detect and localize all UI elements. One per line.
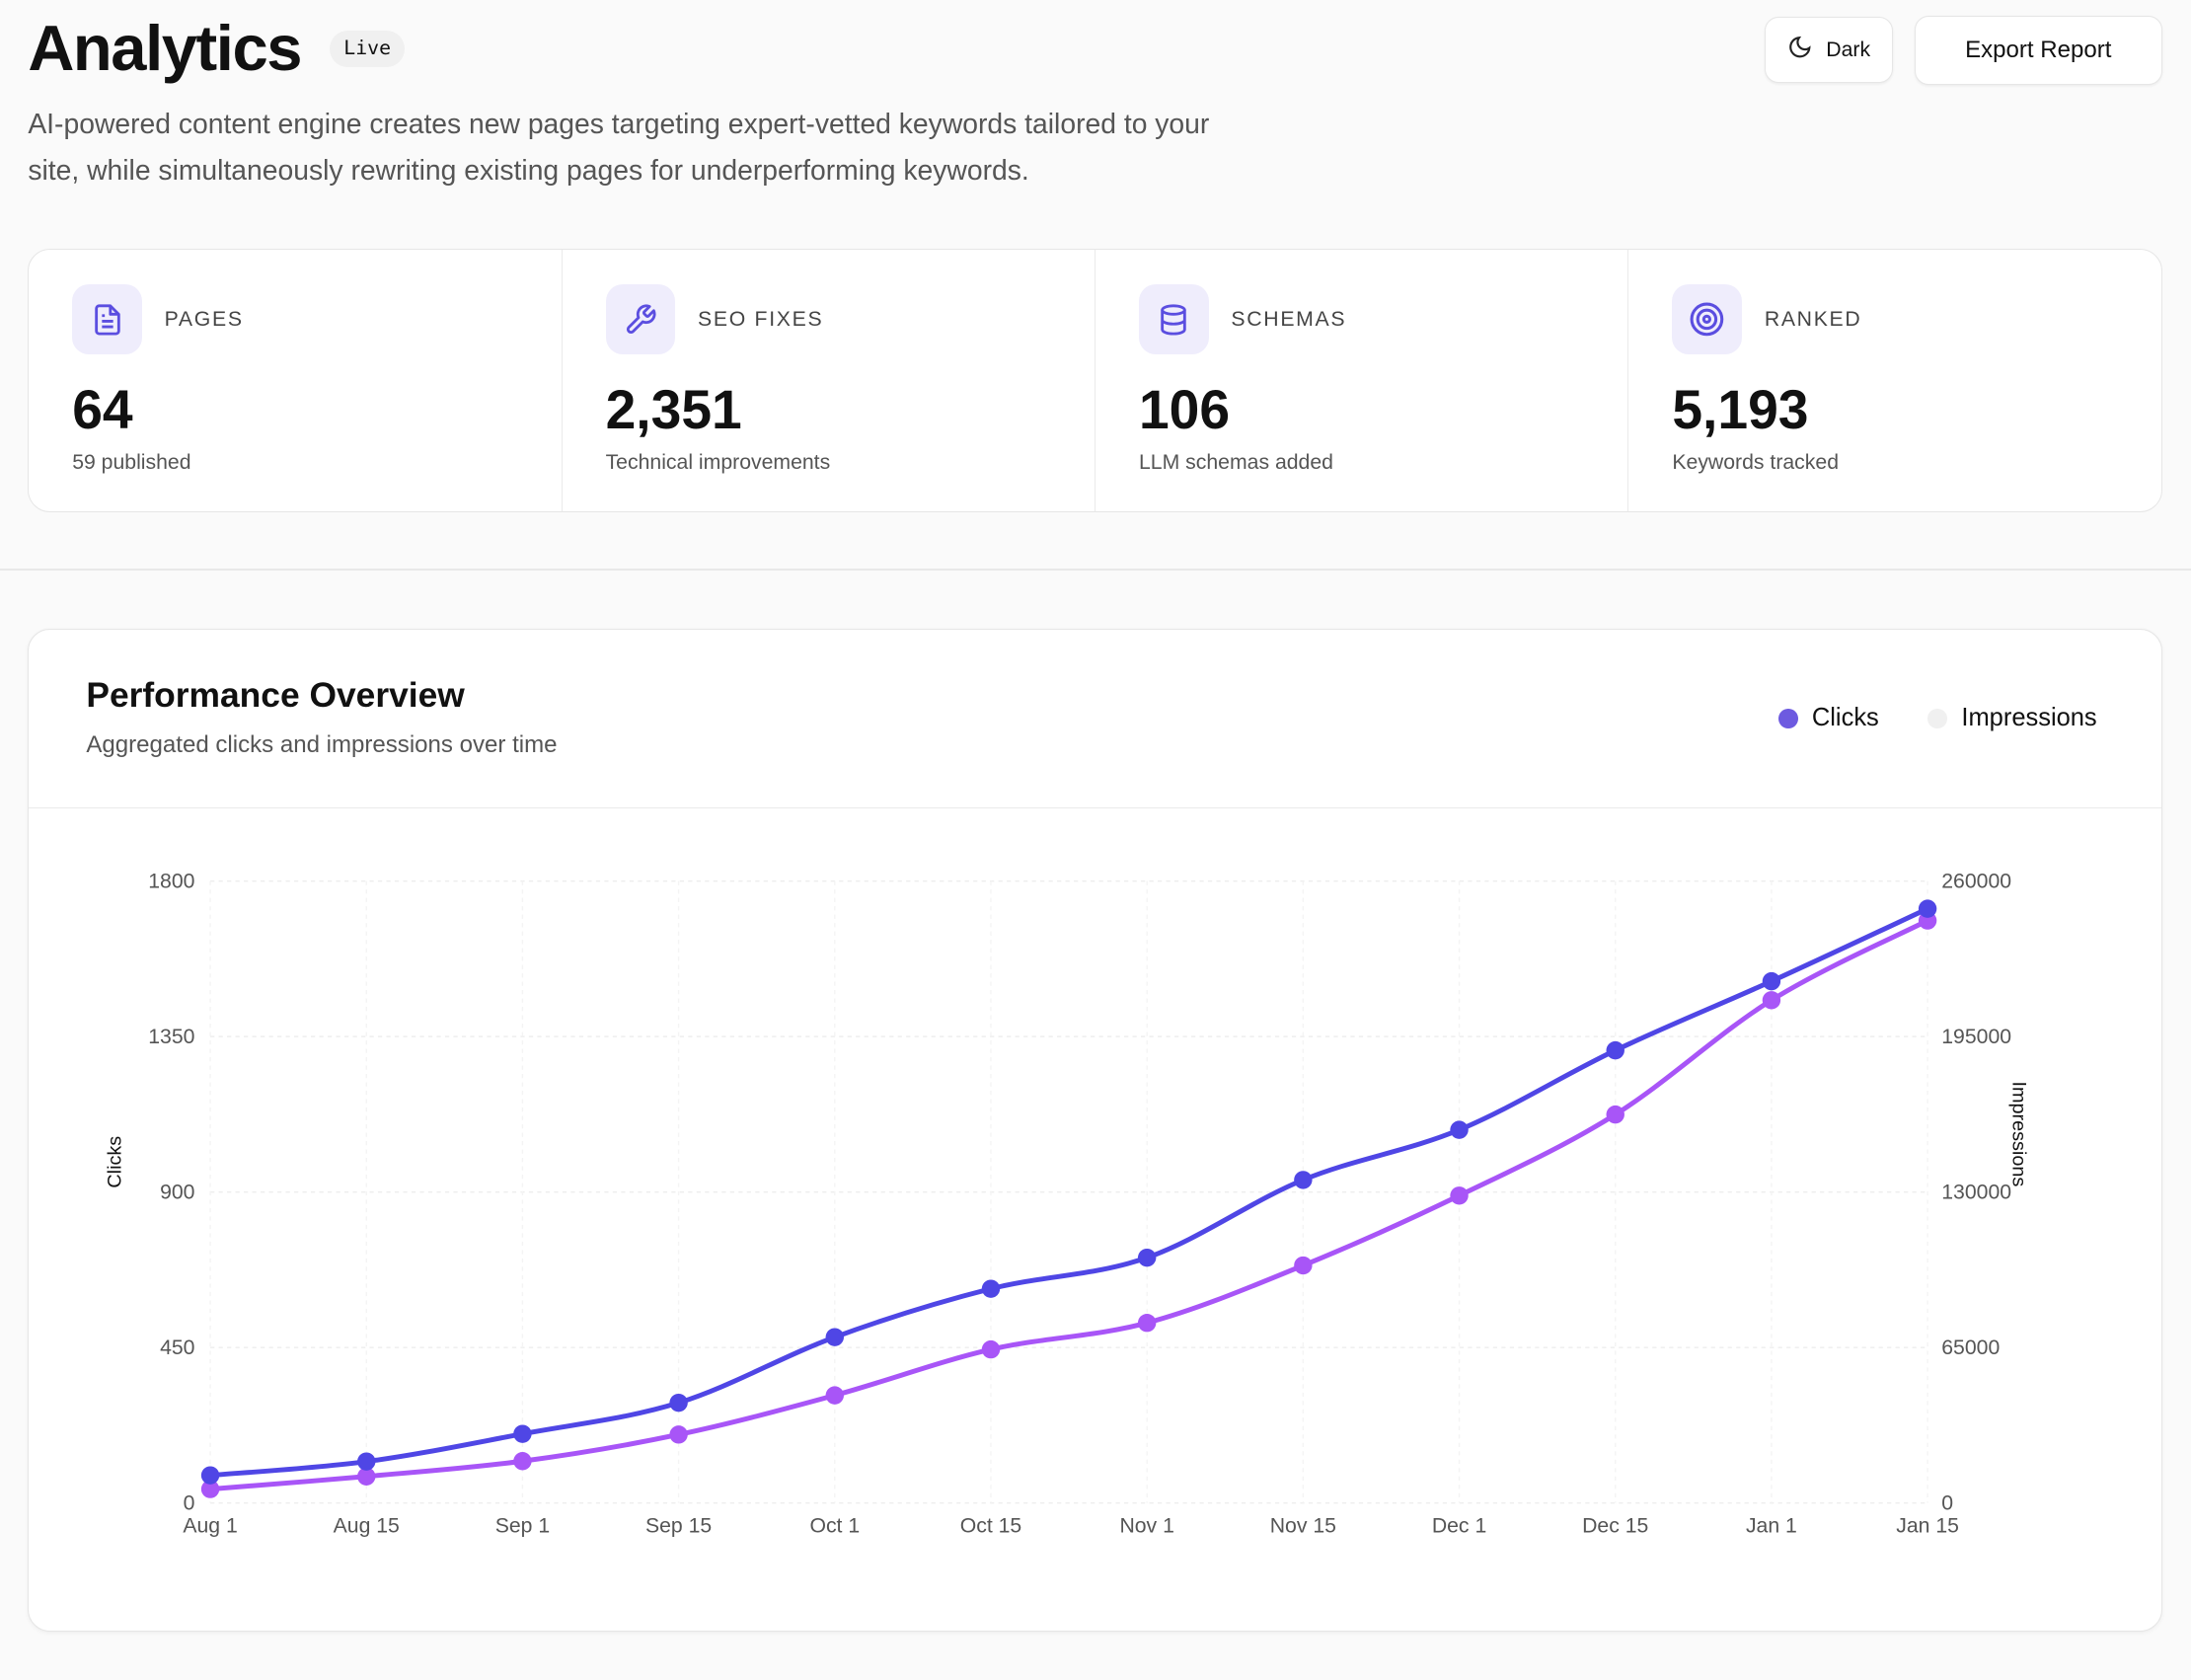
chart-title: Performance Overview: [86, 675, 465, 715]
x-tick-label: Aug 1: [184, 1515, 238, 1538]
data-point-clicks: [1294, 1171, 1313, 1189]
stat-value: 2,351: [605, 379, 742, 441]
data-point-impressions: [201, 1480, 220, 1499]
x-tick-label: Nov 1: [1120, 1515, 1174, 1538]
legend-label: Impressions: [1961, 704, 2097, 732]
data-point-clicks: [825, 1328, 845, 1347]
stat-sub: Keywords tracked: [1672, 450, 1840, 474]
x-tick-label: Aug 15: [334, 1515, 400, 1538]
dark-label: Dark: [1826, 38, 1871, 61]
data-point-clicks: [201, 1466, 220, 1486]
y2-axis-label: Impressions: [2008, 1082, 2030, 1187]
data-point-clicks: [1450, 1120, 1470, 1140]
stat-seo-fixes: SEO FIXES 2,351 Technical improvements: [561, 250, 1095, 511]
y-axis-label: Clicks: [105, 1136, 126, 1188]
stat-ranked: RANKED 5,193 Keywords tracked: [1627, 250, 2160, 511]
target-icon: [1672, 284, 1743, 355]
stat-label: RANKED: [1764, 308, 1862, 332]
x-tick-label: Jan 15: [1897, 1515, 1960, 1538]
section-divider: [0, 569, 2191, 571]
x-tick-label: Sep 15: [645, 1515, 712, 1538]
stat-pages: PAGES 64 59 published: [29, 250, 561, 511]
export-report-button[interactable]: Export Report: [1914, 15, 2162, 85]
y2-tick-label: 195000: [1942, 1027, 2012, 1049]
data-point-impressions: [825, 1386, 845, 1406]
stat-sub: 59 published: [72, 450, 191, 474]
x-tick-label: Oct 15: [960, 1515, 1022, 1538]
data-point-impressions: [1606, 1106, 1625, 1124]
stat-value: 106: [1138, 379, 1231, 441]
chart-header-divider: [29, 806, 2161, 809]
y-tick-label: 900: [160, 1182, 194, 1204]
file-text-icon: [72, 284, 142, 355]
chart-subtitle: Aggregated clicks and impressions over t…: [86, 731, 558, 759]
y2-tick-label: 260000: [1942, 871, 2012, 893]
legend-dot-impressions: [1927, 708, 1948, 728]
x-tick-label: Jan 1: [1746, 1515, 1797, 1538]
stat-value: 64: [72, 379, 133, 441]
dark-mode-button[interactable]: Dark: [1765, 16, 1893, 84]
live-badge: Live: [330, 31, 406, 67]
y2-tick-label: 65000: [1942, 1337, 2001, 1360]
data-point-impressions: [1763, 991, 1781, 1010]
legend-clicks[interactable]: Clicks: [1777, 704, 1879, 732]
y-tick-label: 1800: [149, 871, 195, 893]
legend-dot-clicks: [1777, 708, 1798, 728]
stat-sub: Technical improvements: [605, 450, 831, 474]
y2-tick-label: 130000: [1942, 1182, 2012, 1204]
page-description: AI-powered content engine creates new pa…: [28, 107, 1210, 186]
stat-schemas: SCHEMAS 106 LLM schemas added: [1095, 250, 1627, 511]
stat-value: 5,193: [1672, 379, 1809, 441]
data-point-impressions: [357, 1467, 376, 1487]
data-point-impressions: [1450, 1186, 1470, 1205]
stat-label: SEO FIXES: [698, 308, 824, 332]
stat-label: PAGES: [164, 308, 244, 332]
data-point-clicks: [1606, 1041, 1625, 1060]
page-title: Analytics: [28, 12, 302, 85]
moon-icon: [1787, 35, 1812, 65]
wrench-icon: [605, 284, 676, 355]
stat-sub: LLM schemas added: [1138, 450, 1333, 474]
data-point-clicks: [1763, 972, 1781, 991]
x-tick-label: Nov 15: [1270, 1515, 1336, 1538]
stats-card: PAGES 64 59 published SEO FIXES 2,351 Te…: [28, 249, 2162, 512]
data-point-clicks: [669, 1394, 689, 1413]
y-tick-label: 450: [160, 1337, 194, 1360]
data-point-clicks: [1138, 1249, 1157, 1267]
y-tick-label: 1350: [149, 1027, 195, 1049]
legend-label: Clicks: [1811, 704, 1879, 732]
y-tick-label: 0: [184, 1492, 195, 1515]
y2-tick-label: 0: [1942, 1492, 1954, 1515]
data-point-impressions: [513, 1452, 532, 1471]
database-icon: [1138, 284, 1209, 355]
performance-chart-card: Performance Overview Aggregated clicks a…: [28, 629, 2162, 1632]
data-point-clicks: [1919, 899, 1937, 919]
data-point-clicks: [513, 1424, 532, 1444]
legend-impressions[interactable]: Impressions: [1927, 704, 2097, 732]
series-line-impressions: [210, 918, 1929, 1492]
data-point-impressions: [1138, 1314, 1157, 1333]
x-tick-label: Dec 1: [1432, 1515, 1486, 1538]
data-point-impressions: [982, 1340, 1001, 1359]
data-point-clicks: [357, 1452, 376, 1472]
data-point-impressions: [669, 1425, 689, 1444]
x-tick-label: Sep 1: [495, 1515, 550, 1538]
line-chart: 0 0 450 65000 900 130000 1350 195000 1800 260000 A…: [105, 871, 2030, 1538]
data-point-impressions: [1294, 1257, 1313, 1275]
x-tick-label: Dec 15: [1582, 1515, 1648, 1538]
x-tick-label: Oct 1: [810, 1515, 861, 1538]
stat-label: SCHEMAS: [1231, 308, 1347, 332]
data-point-clicks: [982, 1279, 1001, 1299]
